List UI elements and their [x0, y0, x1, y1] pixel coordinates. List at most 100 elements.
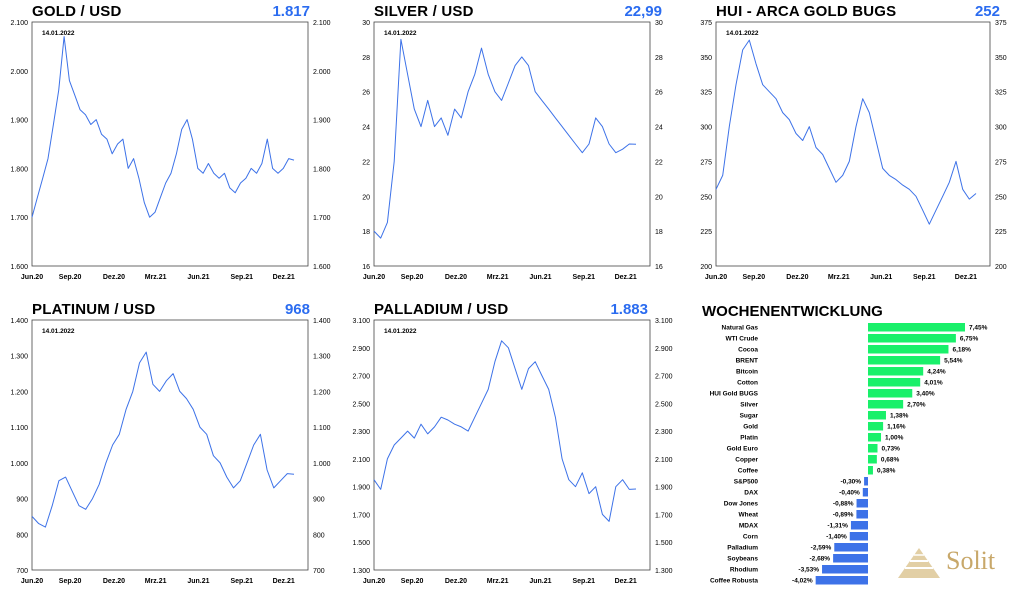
bar-value-label: 4,24% [927, 369, 946, 376]
y-tick-label-left: 200 [700, 264, 712, 271]
bar-value-label: -1,40% [826, 534, 847, 541]
bar-category-label: Coffee Robusta [710, 578, 758, 585]
y-tick-label-right: 2.700 [655, 374, 673, 381]
weekly-bar [856, 510, 868, 519]
y-tick-label-right: 3.100 [655, 318, 673, 325]
bar-value-label: -3,53% [798, 567, 819, 574]
x-tick-label: Mrz.21 [487, 274, 509, 281]
y-tick-label-left: 26 [362, 90, 370, 97]
panel-silver: SILVER / USD 22,99 14.01.2022 30 30 28 28 26 2… [342, 0, 684, 290]
x-tick-label: Jun.21 [187, 274, 209, 281]
weekly-bar [868, 455, 877, 464]
weekly-bar [868, 411, 886, 420]
y-tick-label-left: 1.800 [10, 166, 28, 173]
bar-value-label: 7,45% [969, 325, 988, 332]
x-tick-label: Sep.21 [913, 274, 936, 281]
bar-value-label: 1,38% [890, 413, 909, 420]
weekly-bar [868, 400, 904, 409]
y-tick-label-right: 18 [655, 229, 663, 236]
weekly-bar-chart: Natural Gas 7,45% WTI Crude 6,75% Cocoa 6,18%… [710, 323, 988, 585]
bar-category-label: Gold Euro [727, 446, 758, 453]
y-tick-label-right: 16 [655, 264, 663, 271]
x-tick-label: Sep.20 [743, 274, 766, 281]
x-tick-label: Mrz.21 [828, 274, 850, 281]
y-tick-label-right: 1.700 [313, 215, 331, 222]
x-tick-label: Jun.21 [529, 578, 551, 585]
panel-title: PALLADIUM / USD [374, 301, 509, 318]
y-tick-label-right: 2.300 [655, 429, 673, 436]
bar-category-label: Bitcoin [736, 369, 758, 376]
y-tick-label-left: 22 [362, 159, 370, 166]
plot-frame [715, 21, 991, 267]
y-tick-label-left: 1.200 [10, 389, 28, 396]
y-tick-label-right: 22 [655, 159, 663, 166]
y-tick-label-right: 2.500 [655, 401, 673, 408]
bar-category-label: Natural Gas [722, 325, 759, 332]
y-tick-label-left: 2.700 [352, 374, 370, 381]
y-tick-label-left: 1.000 [10, 461, 28, 468]
bar-category-label: S&P500 [734, 479, 759, 486]
y-tick-label-left: 2.100 [10, 20, 28, 27]
solit-logo: Solit [896, 544, 1016, 584]
bar-value-label: -0,30% [840, 479, 861, 486]
y-tick-label-right: 1.400 [313, 318, 331, 325]
y-tick-label-right: 300 [995, 125, 1007, 132]
x-tick-label: Jun.20 [21, 274, 43, 281]
x-tick-label: Jun.20 [21, 578, 43, 585]
y-tick-label-left: 1.100 [10, 425, 28, 432]
weekly-bar [868, 389, 913, 398]
bar-value-label: 1,16% [887, 424, 906, 431]
y-tick-label-right: 1.500 [655, 540, 673, 547]
bar-category-label: Copper [735, 457, 758, 464]
x-tick-label: Sep.21 [572, 274, 595, 281]
y-tick-label-left: 20 [362, 194, 370, 201]
y-tick-label-right: 1.800 [313, 166, 331, 173]
bar-value-label: 6,18% [952, 347, 971, 354]
y-tick-label-left: 350 [700, 55, 712, 62]
y-tick-label-right: 375 [995, 20, 1007, 27]
weekly-bar [868, 345, 949, 354]
bar-value-label: 6,75% [960, 336, 979, 343]
y-tick-label-left: 1.900 [10, 118, 28, 125]
y-tick-label-left: 275 [700, 159, 712, 166]
bar-value-label: -1,31% [827, 523, 848, 530]
y-tick-label-right: 2.000 [313, 69, 331, 76]
y-tick-label-right: 700 [313, 568, 325, 575]
x-tick-label: Mrz.21 [487, 578, 509, 585]
x-tick-label: Dez.20 [445, 274, 467, 281]
weekly-bar [815, 576, 868, 585]
y-tick-label-right: 250 [995, 194, 1007, 201]
logo-text: Solit [946, 546, 996, 575]
y-tick-label-left: 375 [700, 20, 712, 27]
bar-category-label: Platin [740, 435, 758, 442]
bar-category-label: Palladium [727, 545, 758, 552]
bar-category-label: Corn [743, 534, 758, 541]
y-tick-label-right: 900 [313, 497, 325, 504]
x-tick-label: Sep.21 [230, 274, 253, 281]
x-tick-label: Sep.21 [572, 578, 595, 585]
bar-value-label: -2,59% [811, 545, 832, 552]
y-tick-label-right: 1.300 [313, 354, 331, 361]
x-tick-label: Mrz.21 [145, 578, 167, 585]
line-chart-silver: 14.01.2022 30 30 28 28 26 26 24 24 22 22 20 20 18 18 16… [362, 20, 663, 281]
line-chart-hui: 14.01.2022 375 375 350 350 325 325 300 300 275 275… [700, 20, 1007, 281]
y-tick-label-left: 1.300 [352, 568, 370, 575]
bar-value-label: -0,88% [833, 501, 854, 508]
date-label: 14.01.2022 [384, 328, 417, 335]
weekly-title: WOCHENENTWICKLUNG [702, 303, 883, 320]
bar-category-label: Soybeans [727, 556, 758, 563]
bar-value-label: 1,00% [885, 435, 904, 442]
x-tick-label: Dez.20 [103, 274, 125, 281]
bar-value-label: 0,38% [877, 468, 896, 475]
weekly-bar [833, 554, 868, 563]
bar-category-label: Cotton [737, 380, 758, 387]
bar-category-label: HUI Gold BUGS [710, 391, 759, 398]
bar-value-label: 5,54% [944, 358, 963, 365]
panel-title: HUI - ARCA GOLD BUGS [716, 3, 897, 20]
plot-frame [31, 21, 309, 267]
y-tick-label-left: 900 [16, 497, 28, 504]
bar-category-label: WTI Crude [726, 336, 759, 343]
panel-value: 1.883 [610, 301, 648, 318]
weekly-bar [850, 521, 868, 530]
y-tick-label-right: 1.700 [655, 512, 673, 519]
